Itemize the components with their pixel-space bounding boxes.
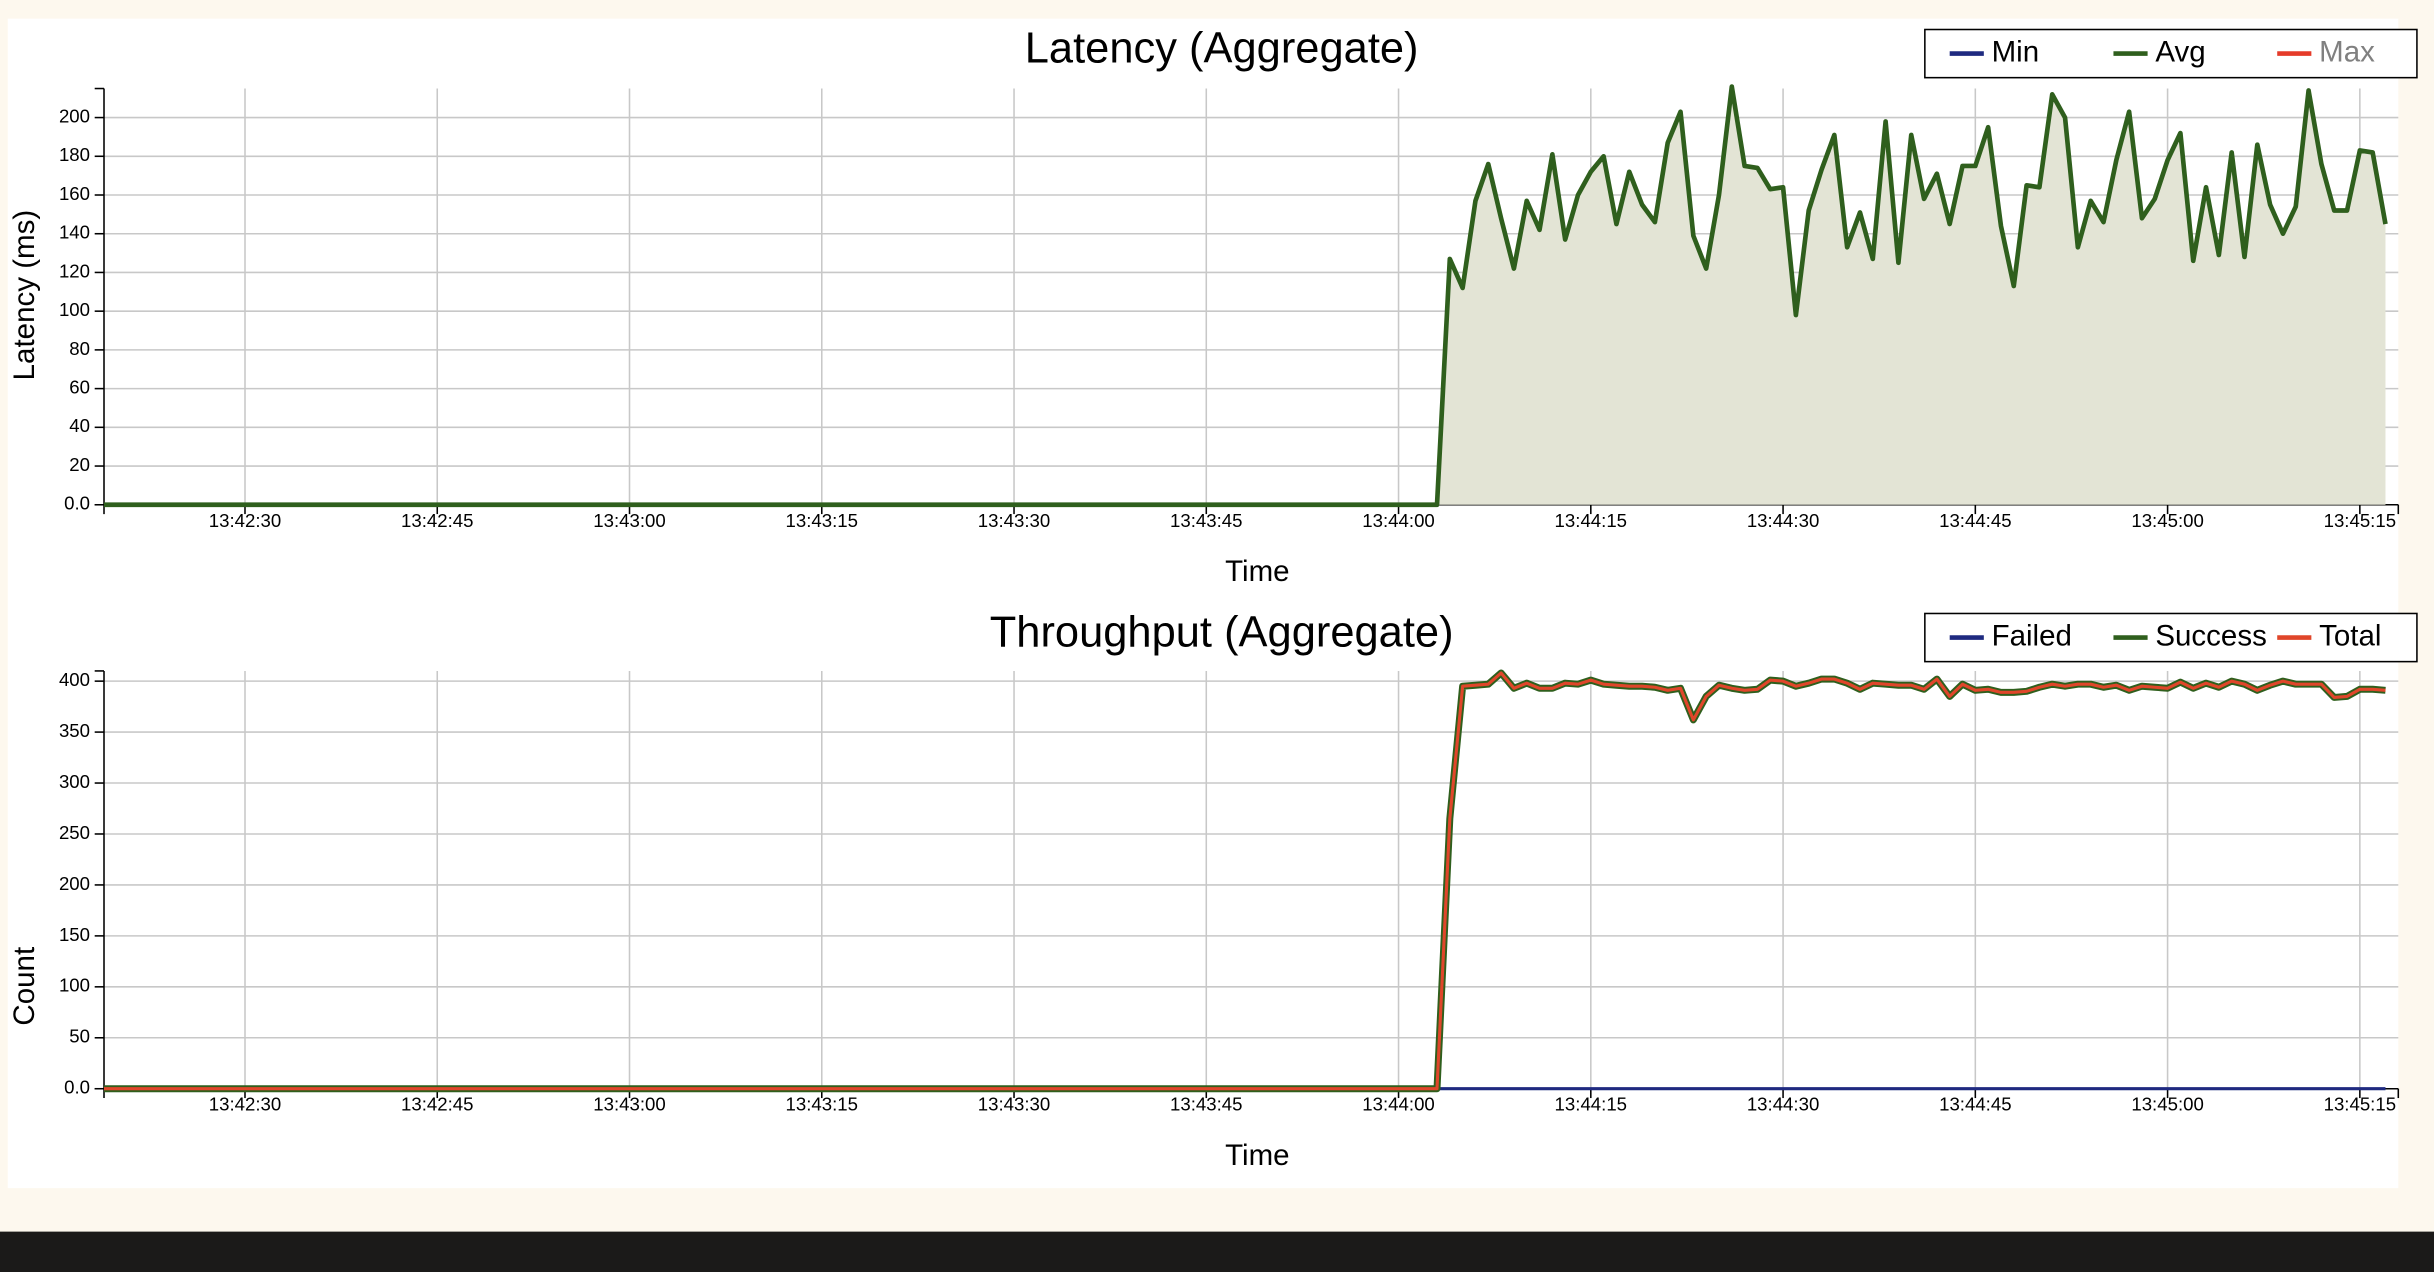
x-tick-label: 13:45:15 <box>2324 510 2396 531</box>
y-tick-label: 40 <box>69 415 90 436</box>
y-tick-label: 60 <box>69 377 90 398</box>
x-tick-label: 13:44:00 <box>1362 510 1434 531</box>
y-tick-label: 180 <box>59 144 90 165</box>
y-tick-label: 250 <box>59 822 90 843</box>
x-tick-label: 13:42:45 <box>401 1094 473 1115</box>
y-tick-label: 20 <box>69 454 90 475</box>
series-line <box>104 84 2388 508</box>
y-axis-label: Count <box>8 947 41 1026</box>
x-tick-label: 13:44:45 <box>1939 1094 2011 1115</box>
x-tick-label: 13:43:30 <box>978 510 1050 531</box>
x-axis-label: Time <box>1225 555 1289 588</box>
legend: Failed Success Total <box>1924 612 2418 663</box>
bottom-band <box>0 1231 2434 1272</box>
legend-label: Success <box>2155 619 2266 652</box>
x-axis-label: Time <box>1225 1139 1289 1172</box>
y-tick-label: 140 <box>59 222 90 243</box>
y-tick-label: 100 <box>59 299 90 320</box>
x-tick-label: 13:43:00 <box>593 1094 665 1115</box>
chart-title: Throughput (Aggregate) <box>990 609 1454 657</box>
y-tick-label: 300 <box>59 771 90 792</box>
x-tick-label: 13:43:45 <box>1170 510 1242 531</box>
legend-box <box>1924 28 2418 79</box>
y-tick-label: 350 <box>59 720 90 741</box>
x-tick-label: 13:45:00 <box>2131 1094 2203 1115</box>
x-tick-label: 13:42:30 <box>209 510 281 531</box>
y-tick-label: 160 <box>59 183 90 204</box>
y-tick-label: 200 <box>59 873 90 894</box>
legend-label: Avg <box>2155 35 2205 68</box>
y-tick-label: 0.0 <box>64 493 90 514</box>
x-tick-label: 13:44:15 <box>1555 510 1627 531</box>
x-tick-label: 13:44:00 <box>1362 1094 1434 1115</box>
x-tick-label: 13:42:30 <box>209 1094 281 1115</box>
x-tick-label: 13:43:00 <box>593 510 665 531</box>
x-tick-label: 13:45:15 <box>2324 1094 2396 1115</box>
y-tick-label: 80 <box>69 338 90 359</box>
x-tick-label: 13:44:30 <box>1747 510 1819 531</box>
legend-box <box>1924 612 2418 663</box>
x-tick-label: 13:43:15 <box>786 510 858 531</box>
legend-label: Failed <box>1992 619 2072 652</box>
x-tick-label: 13:42:45 <box>401 510 473 531</box>
y-tick-label: 0.0 <box>64 1077 90 1098</box>
y-tick-label: 120 <box>59 260 90 281</box>
legend-label: Min <box>1992 35 2040 68</box>
legend: Min Avg Max <box>1924 28 2418 79</box>
x-tick-label: 13:43:15 <box>786 1094 858 1115</box>
y-tick-label: 150 <box>59 924 90 945</box>
legend-label: Max <box>2319 35 2375 68</box>
x-tick-label: 13:45:00 <box>2131 510 2203 531</box>
chart-title: Latency (Aggregate) <box>1025 25 1419 73</box>
x-tick-label: 13:44:45 <box>1939 510 2011 531</box>
y-tick-label: 100 <box>59 975 90 996</box>
legend-label: Total <box>2319 619 2381 652</box>
x-tick-label: 13:44:15 <box>1555 1094 1627 1115</box>
x-tick-label: 13:43:30 <box>978 1094 1050 1115</box>
y-tick-label: 50 <box>69 1026 90 1047</box>
y-tick-label: 200 <box>59 105 90 126</box>
x-tick-label: 13:43:45 <box>1170 1094 1242 1115</box>
series-line <box>104 671 2386 1091</box>
x-tick-label: 13:44:30 <box>1747 1094 1819 1115</box>
y-axis-label: Latency (ms) <box>8 210 41 381</box>
y-tick-label: 400 <box>59 669 90 690</box>
